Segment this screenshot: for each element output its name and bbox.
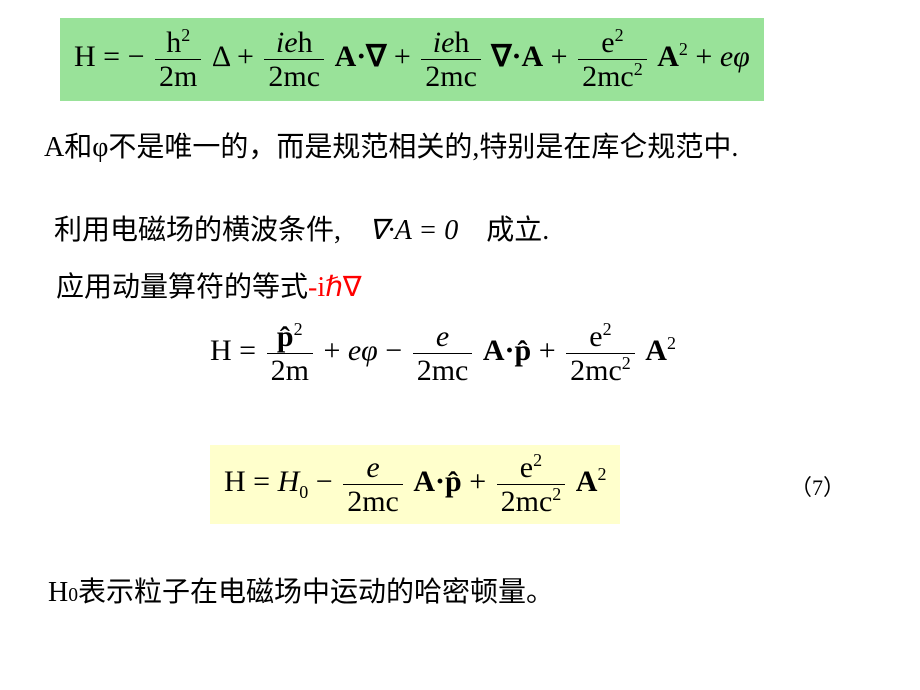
equation-3: H = H0 − e 2mc A·p̂ + e2 2mc2 A2 (224, 465, 606, 498)
eq1-t1-frac: h2 2m (155, 26, 201, 93)
eq3-t2-sign: − (316, 465, 333, 498)
eq1-t4-A: A (657, 40, 679, 73)
equation-3-label: （7） (790, 470, 850, 502)
eq2-t1-frac: p̂2 2m (267, 320, 313, 387)
text-H0-sub: 0 (68, 585, 78, 606)
equation-1-box: H = − h2 2m Δ + ieh 2mc A·∇ + ieh 2mc ∇·… (60, 18, 764, 101)
eq2-t4-frac: e2 2mc2 (566, 320, 635, 387)
equation-3-box: H = H0 − e 2mc A·p̂ + e2 2mc2 A2 (210, 445, 620, 524)
eq3-H0: H (278, 465, 300, 498)
eq2-t3-sign: − (385, 334, 402, 367)
eq3-t3-frac: e2 2mc2 (497, 451, 566, 518)
eq1-t5-text: eφ (720, 40, 750, 73)
div-A-zero: ∇·A = 0 (369, 215, 465, 246)
text-momentum-op: 应用动量算符的等式 (56, 272, 308, 303)
eq1-t2-frac: ieh 2mc (264, 26, 324, 93)
eq3-t3-A: A (576, 465, 598, 498)
eq3-eq: = (253, 465, 270, 498)
eq3-t2-frac: e 2mc (343, 451, 403, 518)
eq1-t4-sign: + (551, 40, 568, 73)
eq1-t3-after: ∇·A (491, 40, 543, 73)
eq1-t4-frac: e2 2mc2 (578, 26, 647, 93)
eq2-H: H (210, 334, 232, 367)
eq2-t4-A: A (645, 334, 667, 367)
text-H0-b: 表示粒子在电磁场中运动的哈密顿量。 (78, 577, 554, 608)
eq1-t1-after: Δ (212, 40, 230, 73)
text-transverse-b: 成立. (486, 215, 549, 246)
text-ihbar-grad: -iℏ∇ (308, 272, 362, 303)
eq2-t3-after: A·p̂ (483, 334, 531, 367)
eq2-t2-text: eφ (348, 334, 378, 367)
eq3-H: H (224, 465, 246, 498)
eq1-t3-frac: ieh 2mc (421, 26, 481, 93)
eq2-t4-sign: + (539, 334, 556, 367)
text-transverse-a: 利用电磁场的横波条件, (54, 215, 341, 246)
eq1-t2-after: A·∇ (335, 40, 387, 73)
eq1-t5-sign: + (695, 40, 712, 73)
eq1-t2-sign: + (237, 40, 254, 73)
eq1-t1-sign: − (128, 40, 145, 73)
text-gauge-dependent: A和φ不是唯一的，而是规范相关的,特别是在库仑规范中. (44, 130, 884, 166)
eq2-t3-frac: e 2mc (413, 320, 473, 387)
eq2-eq: = (239, 334, 256, 367)
text-H0-a: H (48, 577, 68, 608)
equation-2: H = p̂2 2m + eφ − e 2mc A·p̂ + e2 2mc2 A… (210, 334, 676, 367)
eq3-t3-sign: + (469, 465, 486, 498)
eq3-t2-after: A·p̂ (413, 465, 461, 498)
eq2-t2-sign: + (323, 334, 340, 367)
equation-1: H = − h2 2m Δ + ieh 2mc A·∇ + ieh 2mc ∇·… (74, 40, 750, 73)
eq1-eq: = (103, 40, 120, 73)
eq1-H: H (74, 40, 96, 73)
eq1-t3-sign: + (394, 40, 411, 73)
